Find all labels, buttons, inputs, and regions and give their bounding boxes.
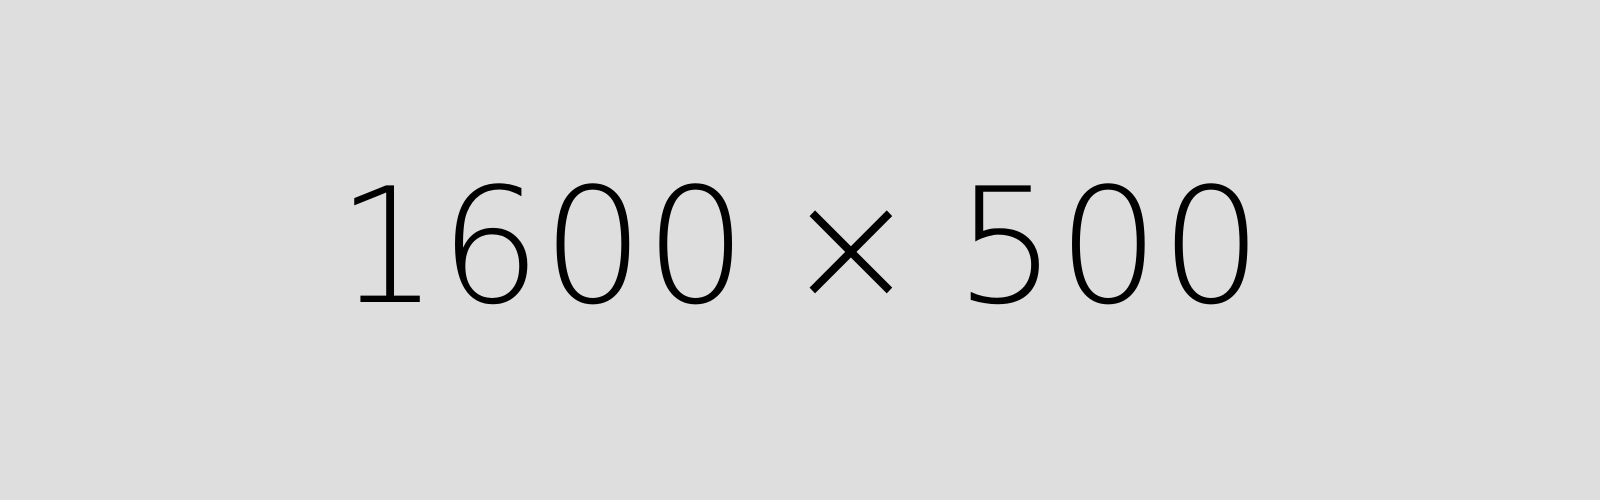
dimension-label: 1600 × 500 [0,167,1600,327]
width-value: 1600 [336,153,748,340]
times-separator: × [783,153,919,340]
height-value: 500 [954,153,1264,340]
